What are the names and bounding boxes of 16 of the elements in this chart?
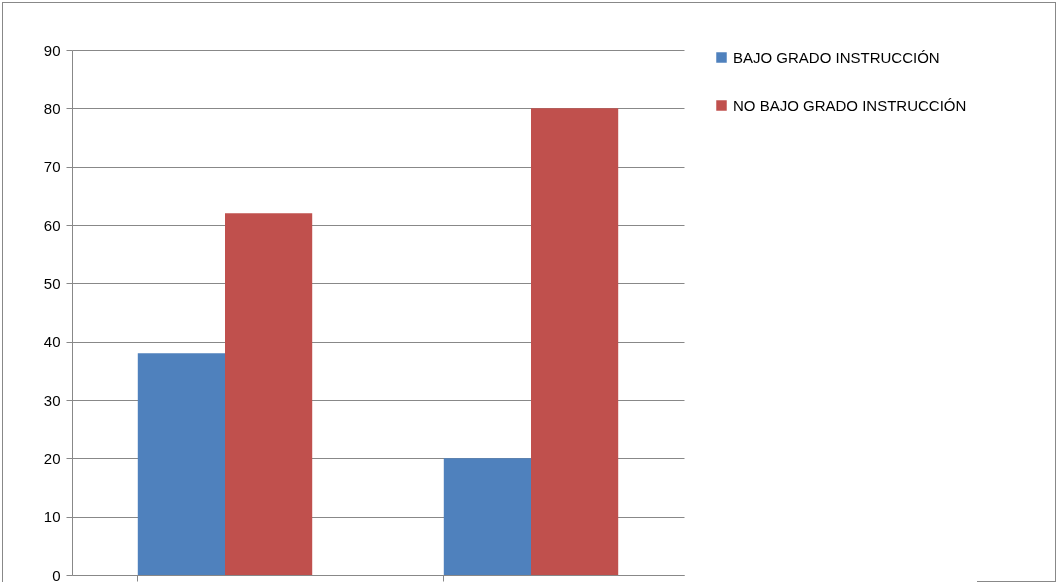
legend-label: BAJO GRADO INSTRUCCIÓN <box>733 48 940 66</box>
y-tick-label: 10 <box>43 508 61 526</box>
y-tick-label: 80 <box>43 99 61 117</box>
y-tick-label: 30 <box>43 391 61 409</box>
bar <box>443 458 531 575</box>
y-tick-label: 0 <box>52 566 61 584</box>
bar <box>225 213 313 575</box>
legend-label: NO BAJO GRADO INSTRUCCIÓN <box>733 96 967 114</box>
y-tick-label: 40 <box>43 333 61 351</box>
y-tick-label: 20 <box>43 449 61 467</box>
y-tick-label: 90 <box>43 41 61 59</box>
y-tick-label: 60 <box>43 216 61 234</box>
bar <box>137 353 225 575</box>
bar <box>531 108 619 575</box>
y-tick-label: 70 <box>43 158 61 176</box>
y-tick-label: 50 <box>43 274 61 292</box>
